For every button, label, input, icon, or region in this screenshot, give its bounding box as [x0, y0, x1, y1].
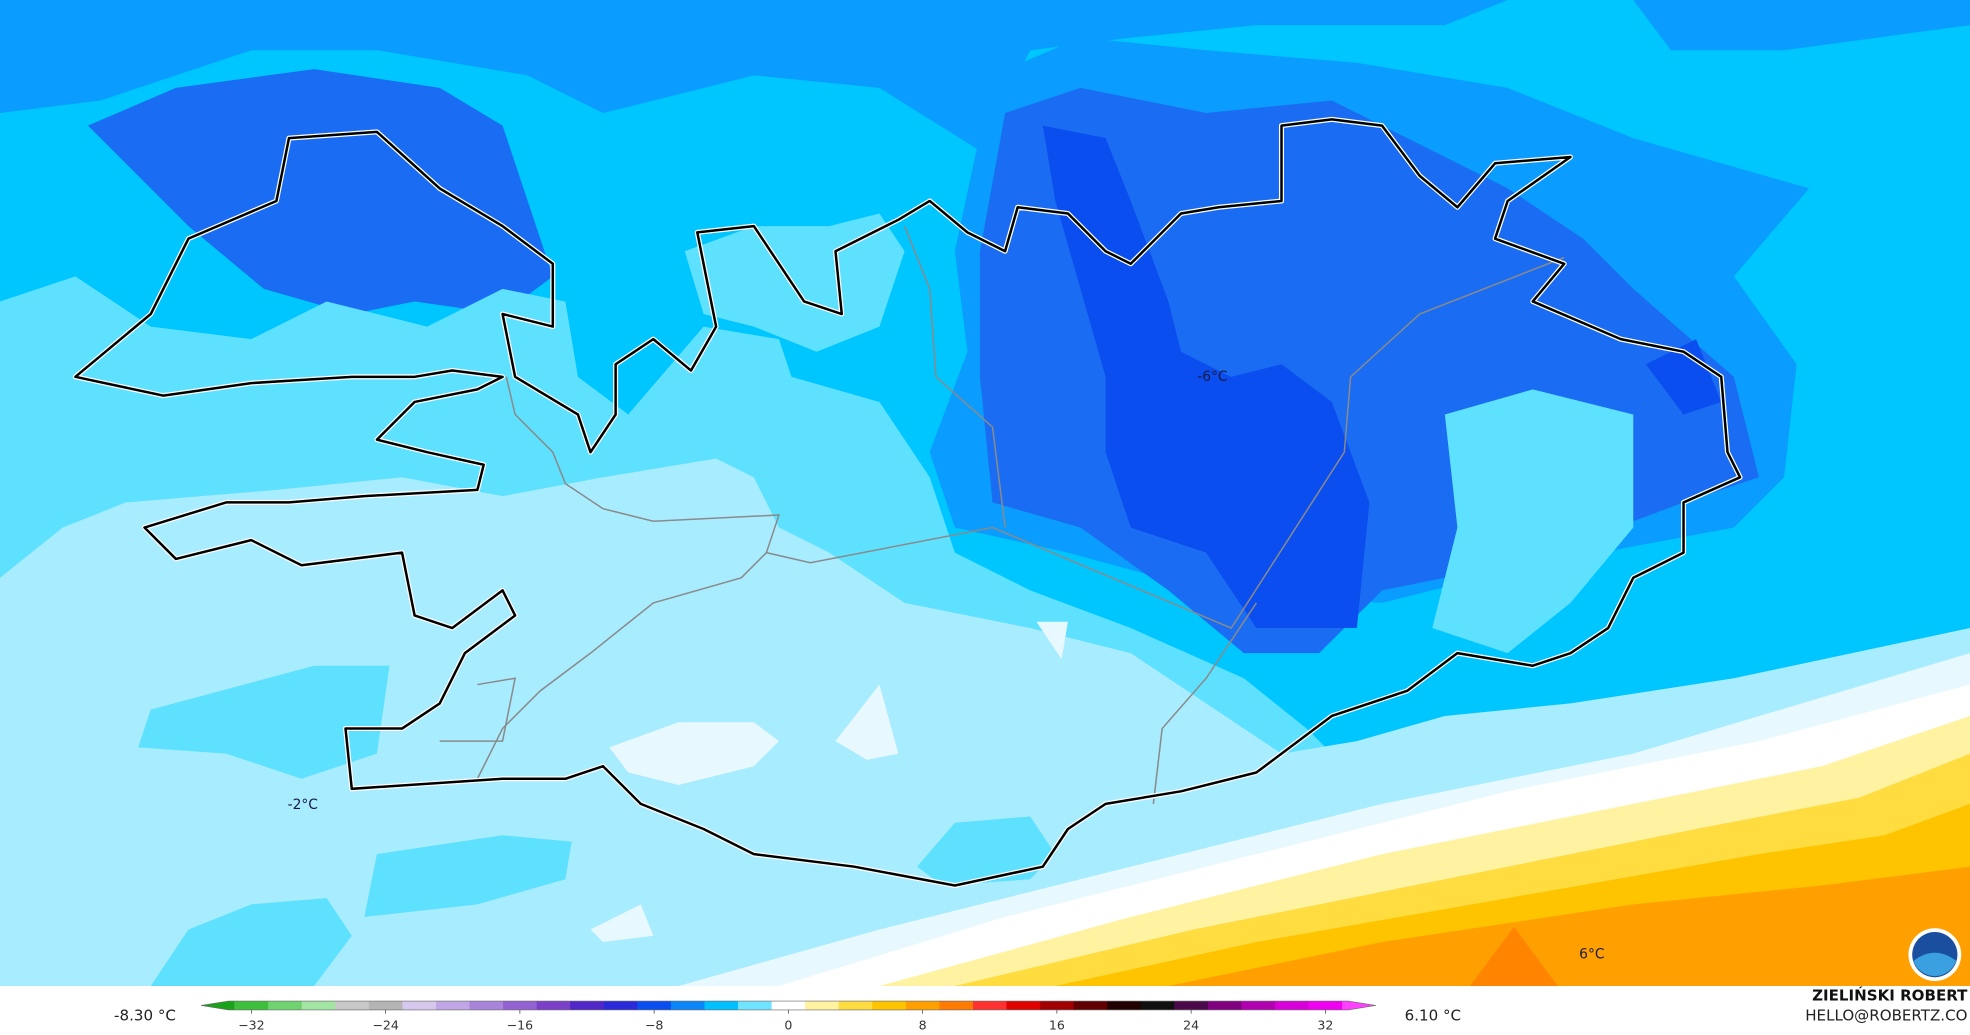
- colorbar-segment: [1275, 1001, 1310, 1010]
- band: [364, 835, 572, 917]
- colorbar-segment: [805, 1001, 840, 1010]
- colorbar-segment: [972, 1001, 1008, 1010]
- colorbar-segment: [1174, 1001, 1209, 1010]
- colorbar-segment: [268, 1001, 303, 1010]
- colorbar-segment: [1006, 1001, 1041, 1010]
- contour-bands: [0, 0, 1970, 987]
- band: [1432, 389, 1634, 654]
- colorbar-tick-label: 24: [1183, 1018, 1199, 1033]
- map-label: -6°C: [1197, 369, 1227, 385]
- logo-wave: [1913, 952, 1957, 977]
- colorbar-tick-label: 0: [784, 1018, 792, 1033]
- colorbar-segment: [1241, 1001, 1276, 1010]
- colorbar-segment: [1073, 1001, 1108, 1010]
- colorbar: −32 −24 −16 −8 0 8 16 24 32: [200, 1000, 1376, 1033]
- colorbar-max: 6.10 °C: [1405, 1007, 1461, 1025]
- band: [1036, 621, 1068, 660]
- colorbar-segment: [1342, 1001, 1376, 1010]
- region-border: [1152, 602, 1258, 804]
- colorbar-segment: [402, 1001, 437, 1010]
- colorbar-segment: [570, 1001, 605, 1010]
- colorbar-segment: [738, 1001, 773, 1010]
- region-border: [903, 225, 1006, 528]
- credit-email: HELLO@ROBERTZ.CO: [1805, 1007, 1967, 1025]
- colorbar-segment: [1040, 1001, 1075, 1010]
- band: [684, 213, 905, 352]
- colorbar-outline: [200, 1000, 1376, 1011]
- noaa-logo: [1908, 928, 1962, 981]
- colorbar-segment: [469, 1001, 504, 1010]
- colorbar-segment: [771, 1001, 806, 1010]
- colorbar-segment: [435, 1001, 471, 1010]
- colorbar-tick-label: −8: [645, 1018, 664, 1033]
- colorbar-segment: [603, 1001, 638, 1010]
- colorbar-segment: [1107, 1001, 1142, 1010]
- coastline: [74, 118, 1742, 887]
- colorbar-min: -8.30 °C: [114, 1007, 176, 1025]
- band: [609, 722, 779, 786]
- colorbar-segment: [201, 1001, 235, 1010]
- colorbar-segment: [637, 1001, 672, 1010]
- band: [917, 816, 1056, 886]
- band: [87, 69, 553, 315]
- colorbar-segment: [536, 1001, 571, 1010]
- colorbar-segment: [335, 1001, 370, 1010]
- colorbar-segment: [905, 1001, 940, 1010]
- colorbar-segment: [1308, 1001, 1343, 1010]
- colorbar-segment: [939, 1001, 974, 1010]
- colorbar-segment: [301, 1001, 336, 1010]
- band: [138, 665, 390, 779]
- colorbar-segment: [670, 1001, 705, 1010]
- colorbar-tick-label: −16: [507, 1018, 533, 1033]
- colorbar-tick-label: 32: [1317, 1018, 1333, 1033]
- band: [0, 0, 1970, 151]
- band: [1042, 125, 1370, 629]
- colorbar-segment: [503, 1001, 538, 1010]
- colorbar-tick-label: −32: [238, 1018, 264, 1033]
- colorbar-tick-label: −24: [372, 1018, 398, 1033]
- band: [150, 898, 352, 987]
- colorbar-tick-label: 16: [1049, 1018, 1065, 1033]
- credit-name: ZIELIŃSKI ROBERT: [1812, 986, 1968, 1005]
- map-label: 6°C: [1579, 947, 1604, 963]
- colorbar-segment: [1207, 1001, 1242, 1010]
- region-borders: [439, 225, 1565, 804]
- footer: [0, 986, 1970, 1035]
- band: [1168, 866, 1970, 987]
- region-border: [476, 552, 767, 780]
- band: [590, 904, 654, 943]
- colorbar-segment: [368, 1001, 403, 1010]
- colorbar-segment: [704, 1001, 739, 1010]
- colorbar-tick-label: 8: [919, 1018, 927, 1033]
- map-label: -2°C: [288, 797, 318, 813]
- band: [1469, 926, 1558, 987]
- band: [835, 684, 899, 760]
- colorbar-segment: [1140, 1001, 1175, 1010]
- colorbar-segment: [838, 1001, 873, 1010]
- band: [1645, 339, 1722, 415]
- colorbar-segment: [234, 1001, 269, 1010]
- region-border: [439, 677, 517, 742]
- colorbar-segment: [872, 1001, 907, 1010]
- coastline: [72, 116, 1743, 889]
